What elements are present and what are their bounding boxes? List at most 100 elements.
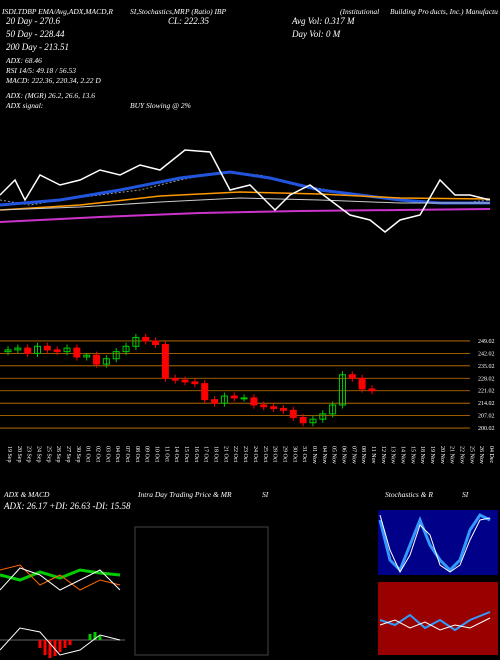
candle-body	[299, 416, 307, 424]
x-tick-label: 08 Nov	[360, 446, 366, 464]
y-tick-label: 228.02	[478, 376, 495, 382]
di-line	[0, 564, 121, 591]
x-tick-label: 29 Oct	[281, 446, 287, 462]
candle-body	[132, 336, 140, 347]
adx-line: ADX: (MGR) 26.2, 26.6, 13.6	[5, 91, 95, 100]
candle-body	[211, 399, 219, 404]
x-tick-label: 24 Sep	[36, 446, 42, 463]
candle-body	[201, 383, 209, 401]
y-tick-label: 249.02	[478, 339, 495, 345]
candle-body	[102, 358, 110, 365]
stat: MACD: 222.36, 220.34, 2.22 D	[5, 76, 101, 85]
stat: 50 Day - 228.44	[6, 29, 65, 39]
x-tick-label: 10 Oct	[154, 446, 160, 462]
candle-body	[43, 345, 51, 351]
ma200-line	[0, 208, 491, 223]
candle-body	[260, 404, 268, 408]
x-tick-label: 04 Oct	[114, 446, 120, 462]
panel-title: ADX & MACD	[3, 490, 50, 499]
x-tick-label: 04 Nov	[321, 446, 327, 464]
header-text: SI,Stochastics,MR	[130, 7, 185, 16]
candle-body	[93, 354, 101, 365]
intraday-box	[134, 526, 269, 656]
stoch-d	[379, 514, 491, 574]
header: ISDLTDBP EMA/Avg,ADX,MACD,R SI,Stochasti…	[1, 7, 498, 110]
x-tick-label: 23 Oct	[242, 446, 248, 462]
rsi-line	[379, 611, 491, 632]
adx-line	[0, 568, 121, 582]
x-tick-label: 28 Oct	[272, 446, 278, 462]
header-text: P (Ratio) IBP	[184, 7, 227, 16]
x-tick-label: 23 Sep	[26, 446, 32, 463]
x-tick-label: 18 Oct	[213, 446, 219, 462]
x-tick-label: 30 Oct	[291, 446, 297, 462]
close-label: CL: 222.35	[168, 16, 210, 26]
rsi-line	[379, 617, 491, 631]
intraday-panel: Intra Day Trading Price & MR SI	[134, 490, 269, 656]
x-tick-label: 31 Oct	[301, 446, 307, 462]
x-tick-label: 08 Oct	[134, 446, 140, 462]
rsi-bg	[378, 582, 498, 655]
panel-title: Stochastics & R	[385, 490, 433, 499]
x-tick-label: 22 Oct	[232, 446, 238, 462]
x-tick-label: 19 Nov	[429, 446, 435, 464]
y-tick-label: 242.02	[478, 351, 495, 357]
x-tick-label: 16 Oct	[193, 446, 199, 462]
x-tick-label: 25 Nov	[468, 446, 474, 464]
x-tick-label: 15 Nov	[409, 446, 415, 464]
candle-body	[142, 336, 150, 342]
x-tick-label: 14 Nov	[399, 446, 405, 464]
candle-body	[348, 374, 356, 379]
avg-vol: Avg Vol: 0.317 M	[291, 16, 355, 26]
candle-body	[161, 344, 169, 379]
y-tick-label: 221.02	[478, 389, 495, 395]
x-tick-label: 20 Sep	[16, 446, 22, 463]
header-text: Building Pro	[390, 7, 429, 16]
x-tick-label: 07 Nov	[350, 446, 356, 464]
candle-body	[191, 381, 199, 385]
stat: RSI 14/5: 49.18 / 56.53	[5, 66, 76, 75]
x-tick-label: 13 Nov	[390, 446, 396, 464]
candle-body	[34, 345, 42, 354]
candle-body	[112, 351, 120, 360]
candle-body	[358, 377, 366, 390]
x-tick-label: 11 Oct	[163, 446, 169, 462]
x-tick-label: 25 Oct	[262, 446, 268, 462]
x-tick-label: 21 Oct	[222, 446, 228, 462]
candle-body	[73, 347, 81, 358]
x-tick-label: 09 Oct	[144, 446, 150, 462]
candle-body	[14, 347, 22, 351]
x-tick-label: 07 Oct	[124, 446, 130, 462]
signal: BUY Slowing @ 2%	[130, 101, 191, 110]
candle-body	[368, 388, 376, 392]
candle-body	[329, 404, 337, 415]
candle-body	[309, 418, 317, 424]
y-tick-label: 207.02	[478, 414, 495, 420]
x-tick-label: 11 Nov	[370, 446, 376, 464]
header-text: (Institutional	[340, 7, 379, 16]
indicator-lines	[0, 149, 491, 233]
candle-body	[53, 349, 61, 353]
candle-body	[152, 340, 160, 346]
adx-panel: ADX & MACD ADX: 26.17 +DI: 26.63 -DI: 15…	[0, 490, 131, 658]
panel-title: SI	[262, 490, 269, 499]
candle-body	[319, 413, 327, 420]
candle-body	[122, 345, 130, 353]
candle-body	[240, 397, 248, 400]
candle-body	[338, 374, 346, 406]
stoch-panel: Stochastics & R SI	[378, 490, 498, 655]
x-tick-label: 03 Oct	[104, 446, 110, 462]
stat: ADX: 68.46	[5, 56, 42, 65]
x-tick-label: 17 Oct	[203, 446, 209, 462]
ma-line	[0, 197, 490, 211]
y-tick-label: 214.02	[478, 401, 495, 407]
candle-body	[220, 395, 228, 404]
x-tick-label: 26 Nov	[478, 446, 484, 464]
candle-body	[24, 347, 32, 354]
y-tick-label: 200.02	[478, 426, 495, 432]
stoch-bg	[378, 510, 498, 575]
header-text: ISDLTDBP EMA/Avg,ADX,MACD,R	[1, 7, 113, 16]
x-tick-label: 30 Sep	[75, 446, 81, 463]
candle-body	[279, 408, 287, 411]
